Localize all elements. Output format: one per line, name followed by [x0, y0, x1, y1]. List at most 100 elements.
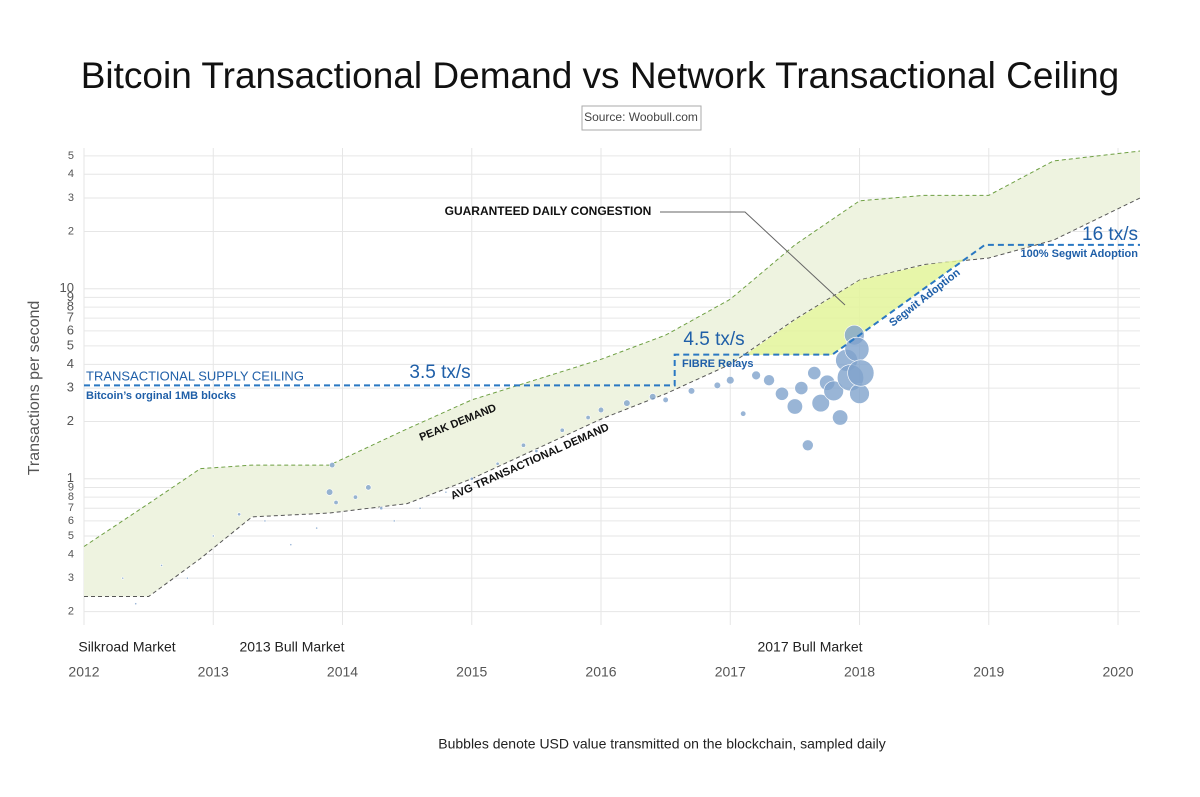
x-tick-label: 2016 — [585, 664, 616, 680]
supply-ceiling — [84, 243, 1140, 387]
y-tick-label: 7 — [67, 310, 74, 325]
bubble — [713, 381, 721, 389]
bubble — [585, 415, 591, 421]
bubble — [844, 336, 870, 362]
annotation: Bitcoin’s orginal 1MB blocks — [86, 390, 236, 402]
y-tick-label: 5 — [67, 337, 74, 352]
bubble — [811, 394, 830, 413]
bubble — [662, 396, 669, 403]
y-tick-label: 3 — [68, 572, 74, 584]
bubble — [786, 398, 803, 415]
x-tick-label: 2015 — [456, 664, 487, 680]
bubble — [559, 427, 565, 433]
bubble — [237, 512, 242, 517]
avg-demand-line — [84, 197, 1141, 598]
bubble — [365, 484, 372, 491]
y-tick-label: 6 — [67, 322, 74, 337]
y-tick-label: 8 — [67, 299, 74, 314]
annotation: 100% Segwit Adoption — [1020, 248, 1138, 260]
bubble — [751, 370, 761, 381]
x-tick-label: 2013 — [198, 664, 229, 680]
y-tick-label: 4 — [68, 548, 74, 560]
x-tick-label: 2019 — [973, 664, 1004, 680]
y-tick-label: 2 — [68, 605, 74, 617]
bubble — [775, 386, 789, 401]
bubble — [121, 576, 125, 580]
caption: Bubbles denote USD value transmitted on … — [438, 736, 885, 752]
bubble — [263, 519, 267, 523]
bubble — [847, 359, 875, 387]
y-tick-label: 5 — [68, 150, 74, 162]
annotation: 3.5 tx/s — [409, 362, 470, 383]
y-tick-label: 6 — [68, 515, 74, 527]
period-label: 2013 Bull Market — [239, 639, 344, 655]
bubble — [794, 381, 809, 395]
y-tick-label: 9 — [67, 289, 74, 304]
bubble — [763, 374, 775, 387]
bubble — [832, 409, 849, 426]
bubble — [134, 602, 138, 606]
period-label: Silkroad Market — [78, 639, 175, 655]
y-tick-label: 2 — [67, 413, 74, 428]
y-tick-label: 8 — [68, 491, 74, 503]
bubble — [392, 519, 396, 523]
bubble — [333, 499, 339, 505]
x-tick-label: 2012 — [68, 664, 99, 680]
source-box — [581, 105, 702, 131]
source: Source: Woobull.com — [584, 110, 698, 124]
bubble — [802, 439, 814, 452]
annotation: 16 tx/s — [1082, 224, 1138, 245]
bubble — [444, 490, 448, 494]
y-tick-label: 2 — [68, 225, 74, 237]
bubble — [623, 399, 631, 407]
bubble — [687, 387, 696, 395]
x-tick-label: 2014 — [327, 664, 358, 680]
bubble — [289, 543, 293, 547]
bubble — [379, 506, 384, 511]
y-axis-label: Transactions per second — [26, 301, 43, 476]
leader-line — [660, 211, 846, 306]
x-tick-label: 2018 — [844, 664, 875, 680]
bubble — [325, 488, 334, 496]
bubble — [211, 534, 215, 538]
annotation: GUARANTEED DAILY CONGESTION — [445, 204, 652, 218]
congestion-zone — [745, 259, 965, 355]
chart-title: Bitcoin Transactional Demand vs Network … — [81, 55, 1120, 96]
x-tick-label: 2020 — [1102, 664, 1133, 680]
y-tick-label: 3 — [68, 192, 74, 204]
y-tick-label: 4 — [67, 356, 74, 371]
y-tick-label: 3 — [67, 380, 74, 395]
annotation: FIBRE Relays — [682, 358, 754, 370]
bubble — [740, 410, 747, 417]
y-tick-label: 10 — [60, 280, 74, 295]
bubble — [329, 462, 336, 469]
bubble — [495, 461, 500, 466]
bubble — [520, 442, 526, 448]
bubble — [315, 526, 319, 530]
annotation: 4.5 tx/s — [683, 329, 744, 350]
peak-demand-line — [83, 150, 1141, 547]
bubble — [726, 376, 735, 385]
demand-band — [84, 151, 1140, 597]
bubble — [418, 506, 422, 510]
marks-layer — [84, 243, 1140, 606]
y-tick-label: 7 — [68, 502, 74, 514]
period-label: 2017 Bull Market — [757, 639, 862, 655]
y-tick-label: 4 — [68, 168, 74, 180]
bubble — [160, 563, 163, 567]
y-tick-label: 5 — [68, 530, 74, 542]
bubble — [597, 406, 605, 414]
bubble — [186, 576, 189, 580]
y-tick-label: 1 — [67, 470, 74, 485]
band-layer — [83, 150, 1141, 598]
bubble — [469, 476, 474, 481]
bubble — [849, 383, 870, 404]
annotation: TRANSACTIONAL SUPPLY CEILING — [86, 368, 304, 383]
bubble — [352, 494, 358, 500]
bubble — [823, 380, 844, 402]
bubble — [807, 366, 822, 380]
bubble — [649, 393, 657, 401]
y-tick-label: 9 — [68, 481, 74, 493]
bubble — [534, 449, 539, 453]
